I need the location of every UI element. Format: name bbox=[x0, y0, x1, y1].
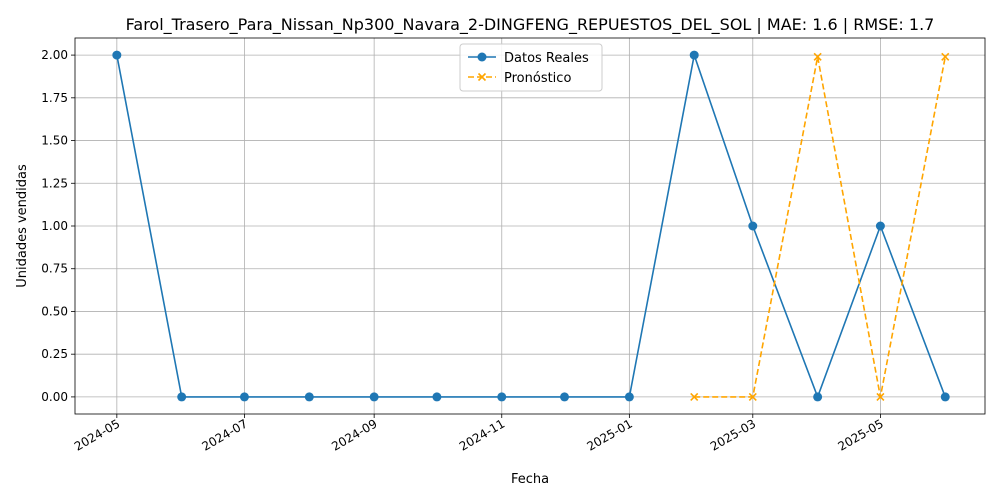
y-tick-label: 0.75 bbox=[41, 262, 68, 276]
data-point bbox=[941, 52, 950, 61]
x-tick-label: 2024-05 bbox=[72, 416, 122, 453]
data-point bbox=[432, 392, 442, 402]
y-tick-label: 1.50 bbox=[41, 134, 68, 148]
data-point bbox=[813, 52, 822, 61]
data-point bbox=[112, 50, 122, 60]
data-point bbox=[560, 392, 570, 402]
chart-title: Farol_Trasero_Para_Nissan_Np300_Navara_2… bbox=[126, 15, 935, 35]
data-point bbox=[369, 392, 379, 402]
data-point bbox=[304, 392, 314, 402]
data-point bbox=[940, 392, 950, 402]
data-point bbox=[689, 50, 699, 60]
data-point bbox=[497, 392, 507, 402]
x-tick-label: 2025-05 bbox=[835, 416, 885, 453]
x-marker-stroke bbox=[813, 52, 822, 61]
y-tick-label: 1.00 bbox=[41, 219, 68, 233]
x-marker-stroke bbox=[876, 392, 885, 401]
data-point bbox=[690, 392, 699, 401]
x-tick-label: 2024-07 bbox=[200, 416, 250, 453]
y-tick-label: 0.00 bbox=[41, 390, 68, 404]
legend-label: Pronóstico bbox=[504, 71, 571, 86]
legend: Datos Reales Pronóstico bbox=[459, 43, 603, 92]
series-line-1 bbox=[694, 56, 947, 398]
data-point bbox=[239, 392, 249, 402]
series-line-0 bbox=[116, 51, 946, 400]
x-marker-stroke bbox=[690, 392, 699, 401]
y-axis-label: Unidades vendidas bbox=[15, 164, 30, 288]
y-tick-label: 1.75 bbox=[41, 91, 68, 105]
x-tick-label: 2024-09 bbox=[329, 416, 379, 453]
legend-marker bbox=[477, 52, 487, 62]
x-tick-label: 2025-01 bbox=[584, 416, 634, 453]
x-tick-label: 2024-11 bbox=[457, 416, 507, 453]
y-tick-label: 0.50 bbox=[41, 304, 68, 318]
data-point bbox=[813, 392, 823, 402]
y-tick-label: 1.25 bbox=[41, 176, 68, 190]
data-point bbox=[876, 392, 885, 401]
y-tick-label: 2.00 bbox=[41, 48, 68, 62]
data-point bbox=[875, 221, 885, 231]
legend-label: Datos Reales bbox=[504, 51, 589, 66]
x-axis-label: Fecha bbox=[511, 472, 549, 487]
x-tick-label: 2025-03 bbox=[708, 416, 758, 453]
axes: 0.00 0.25 0.50 0.75 1.00 1.25 1.50 1.75 2.00 2024… bbox=[41, 37, 986, 454]
series bbox=[112, 50, 950, 402]
legend-marker bbox=[477, 72, 487, 82]
legend-box bbox=[459, 43, 603, 92]
data-point bbox=[177, 392, 187, 402]
data-point bbox=[748, 221, 758, 231]
x-marker-stroke bbox=[748, 392, 757, 401]
data-point bbox=[624, 392, 634, 402]
x-marker-stroke bbox=[941, 52, 950, 61]
data-point bbox=[748, 392, 757, 401]
y-tick-label: 0.25 bbox=[41, 347, 68, 361]
x-marker-stroke bbox=[477, 72, 487, 82]
